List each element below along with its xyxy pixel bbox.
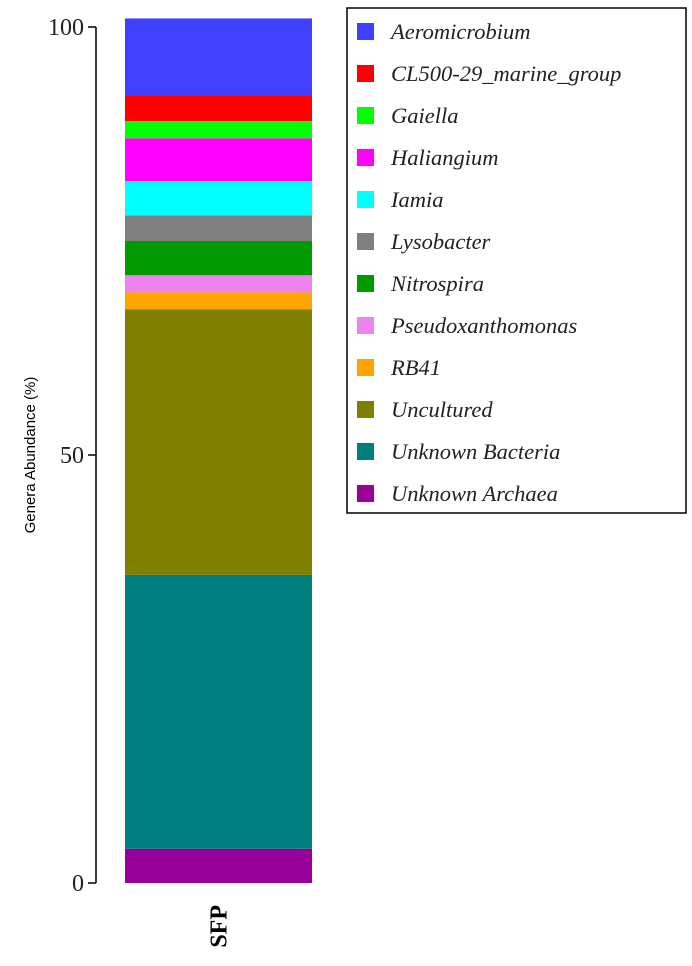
y-tick-labels: 0 50 100 [48,15,84,897]
y-tick-label-50: 50 [60,443,84,469]
legend-swatch-uncultured [357,401,374,418]
legend-label-uncultured: Uncultured [391,397,493,422]
bar-segment-pseudoxanthomonas [125,275,312,293]
y-axis-label: Genera Abundance (%) [22,377,39,534]
bar-segment-iamia [125,181,312,216]
bar-segment-lysobacter [125,215,312,241]
legend-label-iamia: Iamia [390,187,444,212]
bar-stack [125,18,312,883]
y-tick-label-0: 0 [72,871,84,897]
legend-swatch-unknown-bacteria [357,443,374,460]
legend-swatch-haliangium [357,149,374,166]
legend-label-cl500-29-marine-group: CL500-29_marine_group [391,61,621,86]
legend-label-gaiella: Gaiella [391,103,459,128]
bar-segment-nitrospira [125,241,312,276]
legend-label-haliangium: Haliangium [390,145,499,170]
bar-segment-unknown-archaea [125,848,312,883]
bar-segment-rb41 [125,292,312,310]
bar-segment-cl500-29-marine-group [125,95,312,122]
legend-label-unknown-archaea: Unknown Archaea [391,481,558,506]
x-tick-labels: SFP [207,905,233,948]
legend-label-rb41: RB41 [390,355,441,380]
legend-frame [346,7,687,514]
legend-label-pseudoxanthomonas: Pseudoxanthomonas [390,313,577,338]
legend-swatch-aeromicrobium [357,23,374,40]
legend-label-nitrospira: Nitrospira [390,271,484,296]
legend-swatch-nitrospira [357,275,374,292]
legend-label-lysobacter: Lysobacter [390,229,491,254]
bar-segment-haliangium [125,138,312,182]
legend-swatch-gaiella [357,107,374,124]
bar-segment-uncultured [125,309,312,575]
legend-swatch-unknown-archaea [357,485,374,502]
legend-swatch-rb41 [357,359,374,376]
bar-segment-gaiella [125,121,312,139]
legend-swatch-lysobacter [357,233,374,250]
legend: Aeromicrobium CL500-29_marine_group Gaiell… [346,7,687,514]
axes [88,26,97,884]
legend-swatch-cl500-29-marine-group [357,65,374,82]
y-tick-label-100: 100 [48,15,84,41]
bar-segment-aeromicrobium [125,18,312,96]
legend-swatch-pseudoxanthomonas [357,317,374,334]
x-tick-label-sfp: SFP [207,905,233,948]
legend-swatch-iamia [357,191,374,208]
bar-segment-unknown-bacteria [125,574,312,849]
legend-label-aeromicrobium: Aeromicrobium [389,19,531,44]
legend-label-unknown-bacteria: Unknown Bacteria [391,439,560,464]
